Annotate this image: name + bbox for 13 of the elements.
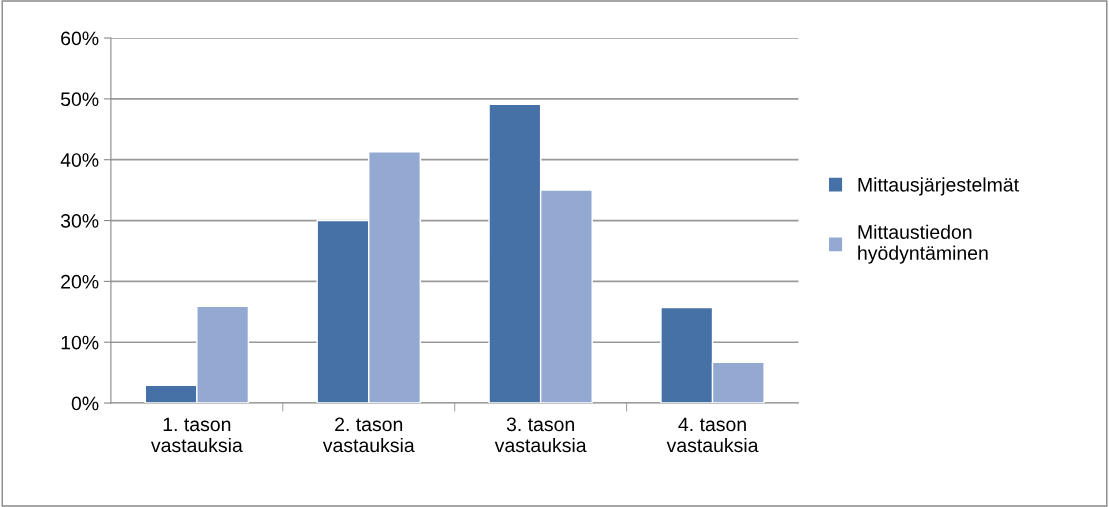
y-tick-label: 40% <box>60 153 99 167</box>
y-tick-label: 0% <box>71 396 99 411</box>
y-tick-label: 20% <box>61 274 99 289</box>
x-tick-label: 4. tason vastauksia <box>666 417 759 453</box>
y-tick-label: 50% <box>60 92 99 107</box>
y-tick-label: 10% <box>61 335 99 350</box>
x-tick-label: 2. tason vastauksia <box>322 417 415 453</box>
legend-label: Mittaustiedon hyödyntäminen <box>858 224 988 264</box>
x-tick-label: 1. tason vastauksia <box>150 417 243 453</box>
y-tick-label: 30% <box>60 214 99 228</box>
x-tick-label: 3. tason vastauksia <box>494 417 587 453</box>
y-tick-label: 60% <box>61 31 99 46</box>
legend-label: Mittausjärjestelmät <box>858 177 1019 196</box>
